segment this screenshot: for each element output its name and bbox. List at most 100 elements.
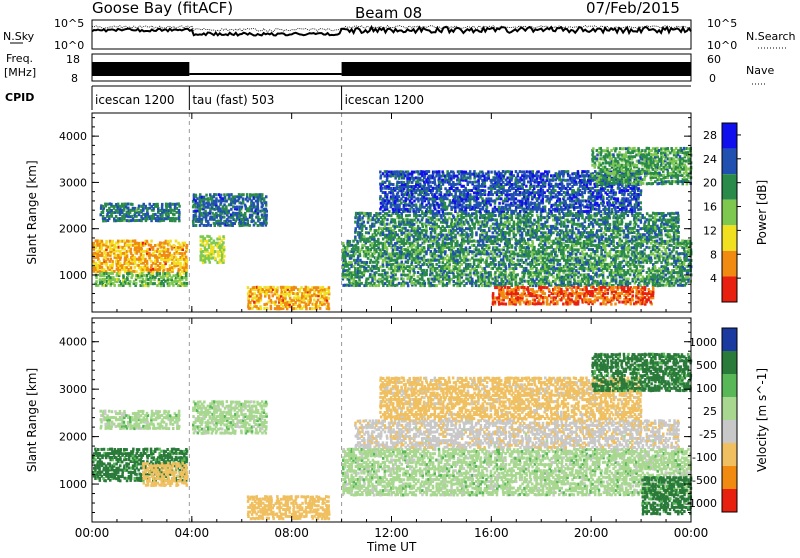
heatmap-cell	[496, 219, 499, 222]
heatmap-cell	[566, 231, 569, 234]
heatmap-cell	[223, 246, 226, 249]
heatmap-cell	[656, 261, 659, 264]
heatmap-cell	[454, 234, 457, 237]
heatmap-cell	[673, 246, 676, 249]
heatmap-cell	[169, 240, 172, 243]
heatmap-cell	[477, 271, 480, 274]
heatmap-cell	[598, 267, 601, 270]
heatmap-cell	[537, 221, 540, 224]
heatmap-cell	[494, 227, 497, 230]
heatmap-cell	[103, 272, 106, 275]
heatmap-cell	[381, 273, 384, 276]
heatmap-cell	[381, 280, 384, 283]
heatmap-cell	[431, 263, 434, 266]
heatmap-cell	[462, 280, 465, 283]
heatmap-cell	[95, 280, 98, 283]
heatmap-cell	[371, 242, 374, 245]
heatmap-cell	[382, 238, 385, 241]
heatmap-cell	[483, 248, 486, 251]
heatmap-cell	[593, 256, 596, 259]
heatmap-cell	[672, 275, 675, 278]
heatmap-cell	[99, 278, 102, 281]
heatmap-cell	[469, 259, 472, 262]
heatmap-cell	[627, 278, 630, 281]
heatmap-cell	[248, 224, 251, 227]
heatmap-cell	[154, 266, 157, 269]
heatmap-cell	[218, 236, 221, 239]
heatmap-cell	[571, 263, 574, 266]
heatmap-cell	[573, 252, 576, 255]
heatmap-cell	[452, 214, 455, 217]
heatmap-cell	[205, 194, 208, 197]
heatmap-cell	[119, 240, 122, 243]
heatmap-cell	[349, 240, 352, 243]
heatmap-cell	[282, 305, 285, 308]
heatmap-cell	[96, 250, 99, 253]
heatmap-cell	[130, 266, 133, 269]
heatmap-cell	[462, 216, 465, 219]
heatmap-cell	[494, 214, 497, 217]
heatmap-cell	[367, 269, 370, 272]
heatmap-cell	[598, 240, 601, 243]
heatmap-cell	[469, 237, 472, 240]
heatmap-cell	[639, 269, 642, 272]
heatmap-cell	[358, 212, 361, 215]
heatmap-cell	[215, 193, 218, 196]
heatmap-cell	[400, 238, 403, 241]
heatmap-cell	[179, 244, 182, 247]
heatmap-cell	[519, 254, 522, 257]
heatmap-cell	[257, 224, 260, 227]
heatmap-cell	[147, 207, 150, 210]
heatmap-cell	[446, 271, 449, 274]
heatmap-cell	[181, 282, 184, 285]
heatmap-cell	[282, 296, 285, 299]
heatmap-cell	[251, 307, 254, 310]
heatmap-cell	[658, 248, 661, 251]
heatmap-cell	[375, 212, 378, 215]
heatmap-cell	[159, 266, 162, 269]
heatmap-cell	[442, 261, 445, 264]
heatmap-cell	[483, 229, 486, 232]
heatmap-cell	[270, 299, 273, 302]
heatmap-cell	[244, 222, 247, 225]
heatmap-cell	[448, 217, 451, 220]
heatmap-cell	[435, 263, 438, 266]
freq-label: Freq.	[6, 52, 33, 65]
heatmap-cell	[548, 225, 551, 228]
heatmap-cell	[350, 254, 353, 257]
heatmap-cell	[200, 235, 203, 238]
heatmap-cell	[196, 197, 199, 200]
heatmap-cell	[502, 252, 505, 255]
heatmap-cell	[544, 216, 547, 219]
heatmap-cell	[523, 237, 526, 240]
heatmap-cell	[398, 282, 401, 285]
heatmap-cell	[354, 252, 357, 255]
heatmap-cell	[543, 261, 546, 264]
heatmap-cell	[481, 267, 484, 270]
heatmap-cell	[138, 211, 141, 214]
heatmap-cell	[244, 204, 247, 207]
heatmap-cell	[629, 273, 632, 276]
heatmap-cell	[592, 248, 595, 251]
heatmap-cell	[590, 252, 593, 255]
heatmap-cell	[150, 240, 153, 243]
heatmap-cell	[481, 284, 484, 287]
nsky-tick-bottom: 10^0	[54, 39, 84, 52]
heatmap-cell	[268, 294, 271, 297]
heatmap-cell	[594, 239, 597, 242]
heatmap-cell	[377, 261, 380, 264]
heatmap-cell	[454, 218, 457, 221]
heatmap-cell	[396, 225, 399, 228]
heatmap-cell	[241, 206, 244, 209]
heatmap-cell	[119, 262, 122, 265]
heatmap-cell	[107, 246, 110, 249]
heatmap-cell	[652, 252, 655, 255]
heatmap-cell	[446, 265, 449, 268]
heatmap-cell	[213, 222, 216, 225]
heatmap-cell	[408, 214, 411, 217]
cpid-segment-label: icescan 1200	[95, 93, 174, 107]
heatmap-cell	[388, 214, 391, 217]
heatmap-cell	[431, 227, 434, 230]
heatmap-cell	[117, 254, 120, 257]
heatmap-cell	[448, 225, 451, 228]
